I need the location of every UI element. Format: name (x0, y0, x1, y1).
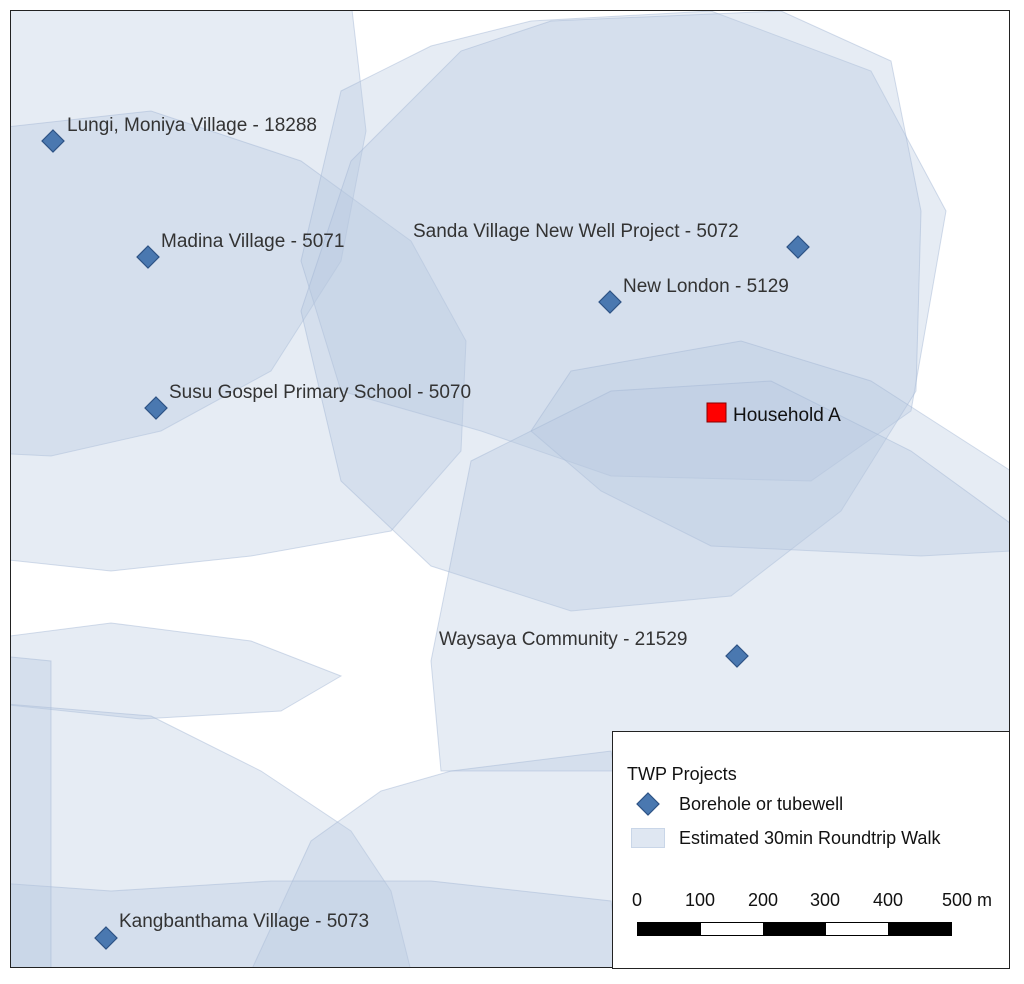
scale-tick-label: 400 (872, 890, 904, 910)
household-label: Household A (733, 405, 841, 426)
map-legend: TWP Projects Borehole or tubewell Estima… (612, 731, 1010, 969)
walk-zone (11, 703, 411, 967)
legend-title: TWP Projects (627, 764, 737, 784)
walk-zone (252, 750, 651, 967)
square-icon (706, 402, 727, 423)
diamond-icon (136, 245, 160, 269)
well-marker-madina[interactable]: Madina Village - 5071 (136, 231, 344, 269)
well-label: Waysaya Community - 21529 (439, 629, 688, 650)
well-marker-lungi[interactable]: Lungi, Moniya Village - 18288 (41, 115, 317, 153)
well-label: New London - 5129 (623, 276, 789, 297)
scale-tick-label: 200 (747, 890, 779, 910)
zone-swatch-icon (631, 828, 665, 848)
well-label: Kangbanthama Village - 5073 (119, 911, 369, 932)
walk-zones (11, 11, 1009, 967)
legend-label: Borehole or tubewell (679, 793, 844, 814)
scale-segment (637, 922, 701, 936)
legend-label: Estimated 30min Roundtrip Walk (679, 827, 941, 848)
scale-segment (888, 922, 952, 936)
walk-zone (530, 340, 1009, 557)
scale-segment (825, 922, 889, 936)
well-markers: Lungi, Moniya Village - 18288 Madina Vil… (41, 115, 810, 950)
scale-tick-label: 0 (631, 890, 643, 910)
scale-tick-label: 300 (809, 890, 841, 910)
well-label: Susu Gospel Primary School - 5070 (169, 382, 471, 403)
walk-zone (11, 11, 367, 457)
diamond-icon (598, 290, 622, 314)
map-layer: Lungi, Moniya Village - 18288 Madina Vil… (11, 11, 1009, 967)
diamond-icon (725, 644, 749, 668)
household-marker[interactable]: Household A (706, 402, 841, 426)
legend-item-walk-zone: Estimated 30min Roundtrip Walk (631, 825, 940, 851)
walk-zone (430, 380, 1009, 772)
scale-segment (763, 922, 826, 936)
walk-zone (300, 11, 947, 482)
walk-zone (11, 110, 467, 572)
well-marker-new-london[interactable]: New London - 5129 (598, 276, 789, 314)
well-marker-kangbanthama[interactable]: Kangbanthama Village - 5073 (94, 911, 369, 950)
diamond-icon (786, 235, 810, 259)
map-canvas[interactable]: Lungi, Moniya Village - 18288 Madina Vil… (10, 10, 1010, 968)
well-marker-sanda[interactable]: Sanda Village New Well Project - 5072 (413, 221, 810, 259)
walk-zone (11, 656, 52, 967)
well-marker-susu[interactable]: Susu Gospel Primary School - 5070 (144, 382, 471, 420)
diamond-icon (144, 396, 168, 420)
walk-zone (11, 622, 343, 720)
well-label: Madina Village - 5071 (161, 231, 344, 252)
diamond-icon (631, 792, 665, 816)
well-label: Lungi, Moniya Village - 18288 (67, 115, 317, 136)
diamond-icon (94, 926, 118, 950)
well-marker-waysaya[interactable]: Waysaya Community - 21529 (439, 629, 749, 668)
scale-tick-label: 500 m (941, 890, 993, 910)
diamond-icon (41, 129, 65, 153)
legend-item-borehole: Borehole or tubewell (631, 791, 843, 817)
scale-segment (700, 922, 764, 936)
well-label: Sanda Village New Well Project - 5072 (413, 221, 739, 242)
scale-bar: 0 100 200 300 400 500 m (631, 890, 1003, 950)
scale-tick-label: 100 (684, 890, 716, 910)
walk-zone (11, 880, 621, 967)
